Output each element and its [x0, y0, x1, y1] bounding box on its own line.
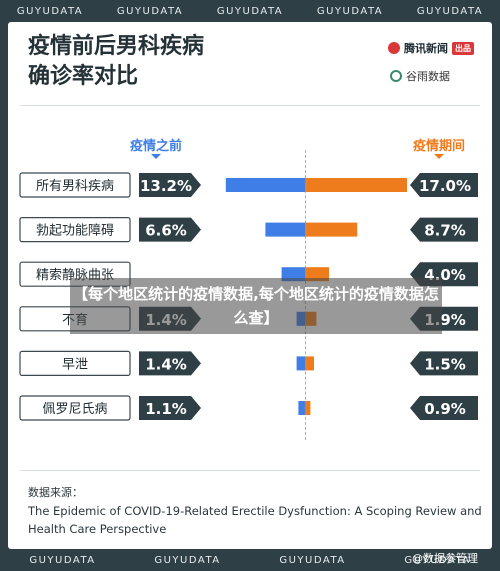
- during-value-tag: [410, 173, 478, 197]
- before-value-label: 1.1%: [145, 400, 187, 418]
- bar-before: [296, 356, 305, 371]
- bar-during: [305, 267, 329, 282]
- ticker-text: GUYUDATA: [316, 5, 384, 17]
- ticker-text: GUYUDATA: [29, 554, 96, 566]
- guyu-logo-icon: [390, 70, 402, 82]
- bar-before: [281, 267, 305, 282]
- during-value-tag: [410, 217, 478, 242]
- brand2-name: 谷雨数据: [406, 70, 450, 83]
- bar-during: [305, 178, 407, 192]
- category-box: [19, 172, 131, 198]
- brand-tencent-news: 腾讯新闻 出品: [388, 40, 474, 56]
- title-line-2: 确诊率对比: [28, 64, 139, 89]
- chart-card: 疫情前后男科疾病 确诊率对比 腾讯新闻 出品 谷雨数据 疫情之前 疫情期间 所有…: [8, 22, 492, 549]
- before-value-tag: [139, 173, 201, 197]
- category-box: [19, 217, 131, 243]
- chart-title: 疫情前后男科疾病 确诊率对比: [28, 32, 204, 92]
- source-text: The Epidemic of COVID-19-Related Erectil…: [28, 504, 482, 536]
- during-value-label: 1.5%: [424, 355, 466, 373]
- before-value-tag: [139, 351, 201, 376]
- tencent-news-logo-icon: [388, 42, 400, 54]
- ticker-text: GUYUDATA: [16, 5, 84, 17]
- chart-plot: 所有男科疾病 13.2% 17.0%勃起功能障碍 6.6% 8.7%精索静脉曲张 4.0%…: [19, 172, 478, 421]
- bar-before: [265, 222, 305, 237]
- ticker-text: GUYUDATA: [116, 5, 184, 17]
- down-arrow-icon: [434, 154, 444, 159]
- ticker-text: GUYUDATA: [416, 5, 484, 17]
- top-ticker: GUYUDATA GUYUDATA GUYUDATA GUYUDATA GUYU…: [0, 0, 500, 22]
- category-box: [19, 350, 131, 376]
- overlay-banner: 【每个地区统计的疫情数据,每个地区统计的疫情数据怎么查】: [70, 278, 442, 334]
- bottom-ticker: GUYUDATA GUYUDATA GUYUDATA GUYUDATA: [0, 549, 500, 571]
- before-value-tag: [139, 396, 201, 420]
- ticker-text: GUYUDATA: [154, 554, 221, 566]
- during-value-tag: [410, 396, 478, 420]
- brand-guyu-data: 谷雨数据: [390, 68, 450, 84]
- category-label: 早泄: [62, 357, 88, 372]
- during-value-label: 17.0%: [419, 177, 471, 195]
- before-value-label: 6.6%: [145, 222, 187, 240]
- source-divider: [20, 470, 480, 471]
- column-header-during: 疫情期间: [413, 135, 466, 159]
- bar-during: [305, 356, 314, 371]
- during-value-label: 0.9%: [424, 400, 466, 418]
- ticker-text: GUYUDATA: [404, 554, 471, 566]
- category-label: 佩罗尼氏病: [42, 402, 107, 417]
- bar-before: [298, 401, 305, 415]
- category-label: 勃起功能障碍: [36, 224, 114, 239]
- brand1-badge: 出品: [452, 41, 474, 55]
- during-value-label: 8.7%: [424, 222, 466, 240]
- title-line-1: 疫情前后男科疾病: [28, 34, 205, 59]
- bar-before: [225, 178, 305, 192]
- column-during-label: 疫情期间: [413, 139, 466, 154]
- watermark: @数据参管理: [412, 552, 478, 565]
- source-title: 数据来源：: [28, 486, 83, 499]
- before-value-label: 13.2%: [140, 177, 192, 195]
- during-value-tag: [410, 351, 478, 376]
- column-before-label: 疫情之前: [130, 139, 183, 154]
- ticker-text: GUYUDATA: [216, 5, 284, 17]
- column-header-before: 疫情之前: [130, 135, 183, 159]
- ticker-text: GUYUDATA: [279, 554, 346, 566]
- down-arrow-icon: [151, 154, 161, 159]
- category-box: [19, 395, 131, 421]
- before-value-tag: [139, 217, 201, 242]
- category-label: 所有男科疾病: [36, 179, 114, 194]
- before-value-label: 1.4%: [145, 355, 187, 373]
- brand1-name: 腾讯新闻: [404, 42, 448, 55]
- bar-during: [305, 222, 358, 237]
- header-divider: [20, 105, 480, 106]
- bar-during: [305, 401, 311, 415]
